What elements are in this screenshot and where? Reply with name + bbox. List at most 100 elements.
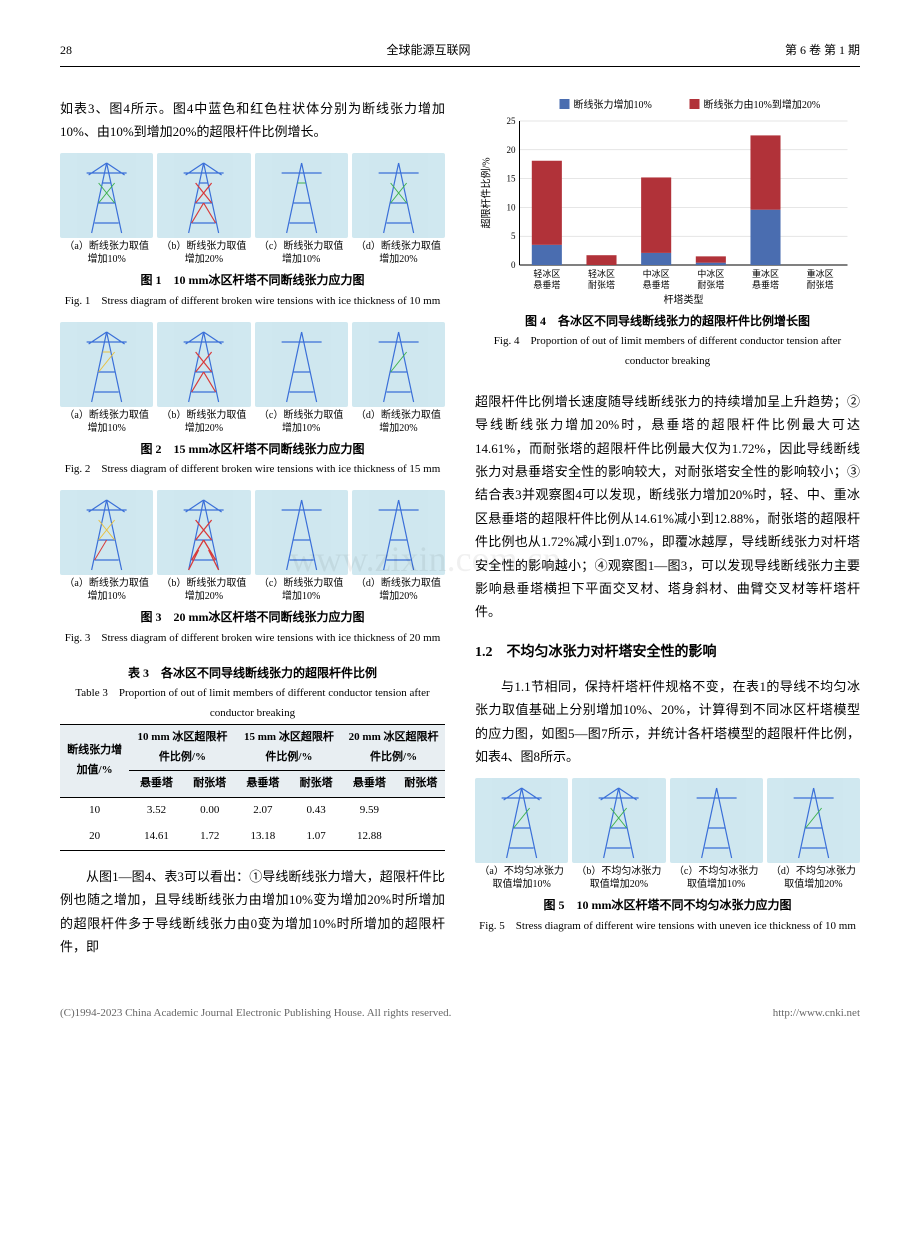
svg-text:重冰区: 重冰区 xyxy=(752,268,779,279)
data-table: 断线张力增加值/% 10 mm 冰区超限杆件比例/% 15 mm 冰区超限杆件比… xyxy=(60,724,445,851)
td xyxy=(397,824,445,850)
figure-5-row: （a）不均匀冰张力取值增加10% （b）不均匀冰张力取值增加20% （c）不均匀… xyxy=(475,778,860,891)
fig-cell: （b）断线张力取值增加20% xyxy=(157,322,250,435)
tower-diagram-icon xyxy=(255,490,348,575)
svg-text:悬垂塔: 悬垂塔 xyxy=(752,279,779,290)
th: 断线张力增加值/% xyxy=(60,724,129,797)
figure-1-row: （a）断线张力取值增加10% （b）断线张力取值增加20% （c）断线张力取值增… xyxy=(60,153,445,266)
td: 9.59 xyxy=(342,798,396,824)
right-column: 断线张力增加10%断线张力由10%到增加20%0510152025超限杆件比例/… xyxy=(475,97,860,965)
figure-2-caption: 图 2 15 mm冰区杆塔不同断线张力应力图 Fig. 2 Stress dia… xyxy=(60,439,445,480)
subfig-caption: （a）断线张力取值增加10% xyxy=(60,240,153,266)
caption-en: Fig. 3 Stress diagram of different broke… xyxy=(60,629,445,649)
tower-diagram-icon xyxy=(157,490,250,575)
caption-cn: 图 1 10 mm冰区杆塔不同断线张力应力图 xyxy=(60,270,445,292)
bar-chart: 断线张力增加10%断线张力由10%到增加20%0510152025超限杆件比例/… xyxy=(475,97,860,307)
svg-text:重冰区: 重冰区 xyxy=(807,268,834,279)
table-3: 表 3 各冰区不同导线断线张力的超限杆件比例 Table 3 Proportio… xyxy=(60,663,445,851)
tower-diagram-icon xyxy=(572,778,665,863)
caption-cn: 图 5 10 mm冰区杆塔不同不均匀冰张力应力图 xyxy=(475,895,860,917)
th: 耐张塔 xyxy=(397,771,445,798)
td: 10 xyxy=(60,798,129,824)
th: 耐张塔 xyxy=(290,771,342,798)
fig-cell: （d）断线张力取值增加20% xyxy=(352,153,445,266)
td: 0.43 xyxy=(290,798,342,824)
svg-text:中冰区: 中冰区 xyxy=(643,268,670,279)
td: 14.61 xyxy=(129,824,183,850)
subfig-caption: （a）断线张力取值增加10% xyxy=(60,409,153,435)
th: 悬垂塔 xyxy=(236,771,290,798)
svg-text:5: 5 xyxy=(511,231,516,241)
subfig-caption: （c）不均匀冰张力取值增加10% xyxy=(670,865,763,891)
td: 3.52 xyxy=(129,798,183,824)
th: 10 mm 冰区超限杆件比例/% xyxy=(129,724,235,771)
fig-cell: （a）断线张力取值增加10% xyxy=(60,322,153,435)
th: 悬垂塔 xyxy=(342,771,396,798)
table-row: 20 14.61 1.72 13.18 1.07 12.88 xyxy=(60,824,445,850)
svg-text:悬垂塔: 悬垂塔 xyxy=(643,279,670,290)
fig-cell: （d）断线张力取值增加20% xyxy=(352,490,445,603)
svg-text:中冰区: 中冰区 xyxy=(697,268,724,279)
svg-text:25: 25 xyxy=(507,116,517,126)
table-title-en: Table 3 Proportion of out of limit membe… xyxy=(60,684,445,724)
svg-text:断线张力增加10%: 断线张力增加10% xyxy=(574,98,652,111)
tower-diagram-icon xyxy=(60,490,153,575)
figure-1-caption: 图 1 10 mm冰区杆塔不同断线张力应力图 Fig. 1 Stress dia… xyxy=(60,270,445,311)
two-column-layout: www.zixin.com.cn 如表3、图4所示。图4中蓝色和红色柱状体分别为… xyxy=(60,97,860,965)
paragraph: 超限杆件比例增长速度随导线断线张力的持续增加呈上升趋势；②导线断线张力增加20%… xyxy=(475,390,860,624)
caption-en: Fig. 5 Stress diagram of different wire … xyxy=(475,917,860,937)
td: 13.18 xyxy=(236,824,290,850)
td: 20 xyxy=(60,824,129,850)
page-header: 28 全球能源互联网 第 6 卷 第 1 期 xyxy=(60,40,860,67)
fig-cell: （a）断线张力取值增加10% xyxy=(60,490,153,603)
svg-text:10: 10 xyxy=(507,202,517,212)
figure-5-caption: 图 5 10 mm冰区杆塔不同不均匀冰张力应力图 Fig. 5 Stress d… xyxy=(475,895,860,936)
svg-text:悬垂塔: 悬垂塔 xyxy=(533,279,560,290)
fig-cell: （c）不均匀冰张力取值增加10% xyxy=(670,778,763,891)
caption-cn: 图 2 15 mm冰区杆塔不同断线张力应力图 xyxy=(60,439,445,461)
fig-cell: （b）断线张力取值增加20% xyxy=(157,153,250,266)
page-number: 28 xyxy=(60,40,72,62)
subfig-caption: （a）不均匀冰张力取值增加10% xyxy=(475,865,568,891)
fig-cell: （a）断线张力取值增加10% xyxy=(60,153,153,266)
subfig-caption: （b）断线张力取值增加20% xyxy=(157,577,250,603)
journal-title: 全球能源互联网 xyxy=(386,40,470,62)
subfig-caption: （d）不均匀冰张力取值增加20% xyxy=(767,865,860,891)
caption-cn: 图 4 各冰区不同导线断线张力的超限杆件比例增长图 xyxy=(475,311,860,333)
svg-text:轻冰区: 轻冰区 xyxy=(533,268,560,279)
td: 0.00 xyxy=(184,798,236,824)
page-footer: (C)1994-2023 China Academic Journal Elec… xyxy=(60,1004,860,1024)
paragraph: 从图1—图4、表3可以看出：①导线断线张力增大，超限杆件比例也随之增加，且导线断… xyxy=(60,865,445,959)
subfig-caption: （b）断线张力取值增加20% xyxy=(157,240,250,266)
tower-diagram-icon xyxy=(60,153,153,238)
svg-text:超限杆件比例/%: 超限杆件比例/% xyxy=(480,157,493,228)
fig-cell: （d）断线张力取值增加20% xyxy=(352,322,445,435)
figure-3-caption: 图 3 20 mm冰区杆塔不同断线张力应力图 Fig. 3 Stress dia… xyxy=(60,607,445,648)
subfig-caption: （d）断线张力取值增加20% xyxy=(352,240,445,266)
td: 2.07 xyxy=(236,798,290,824)
paragraph: 如表3、图4所示。图4中蓝色和红色柱状体分别为断线张力增加10%、由10%到增加… xyxy=(60,97,445,144)
fig-cell: （b）不均匀冰张力取值增加20% xyxy=(572,778,665,891)
td xyxy=(397,798,445,824)
issue-number: 第 6 卷 第 1 期 xyxy=(785,40,860,62)
subfig-caption: （d）断线张力取值增加20% xyxy=(352,409,445,435)
footer-url: http://www.cnki.net xyxy=(773,1004,860,1024)
tower-diagram-icon xyxy=(255,322,348,407)
left-column: 如表3、图4所示。图4中蓝色和红色柱状体分别为断线张力增加10%、由10%到增加… xyxy=(60,97,445,965)
figure-2-row: （a）断线张力取值增加10% （b）断线张力取值增加20% （c）断线张力取值增… xyxy=(60,322,445,435)
th: 15 mm 冰区超限杆件比例/% xyxy=(236,724,342,771)
fig-cell: （d）不均匀冰张力取值增加20% xyxy=(767,778,860,891)
td: 12.88 xyxy=(342,824,396,850)
table-row: 10 3.52 0.00 2.07 0.43 9.59 xyxy=(60,798,445,824)
caption-en: Fig. 1 Stress diagram of different broke… xyxy=(60,292,445,312)
th: 悬垂塔 xyxy=(129,771,183,798)
svg-text:杆塔类型: 杆塔类型 xyxy=(664,293,704,306)
th: 20 mm 冰区超限杆件比例/% xyxy=(342,724,445,771)
figure-4-caption: 图 4 各冰区不同导线断线张力的超限杆件比例增长图 Fig. 4 Proport… xyxy=(475,311,860,372)
svg-text:轻冰区: 轻冰区 xyxy=(588,268,615,279)
table-title-cn: 表 3 各冰区不同导线断线张力的超限杆件比例 xyxy=(60,663,445,685)
tower-diagram-icon xyxy=(60,322,153,407)
subfig-caption: （c）断线张力取值增加10% xyxy=(255,577,348,603)
svg-text:20: 20 xyxy=(507,144,517,154)
tower-diagram-icon xyxy=(255,153,348,238)
